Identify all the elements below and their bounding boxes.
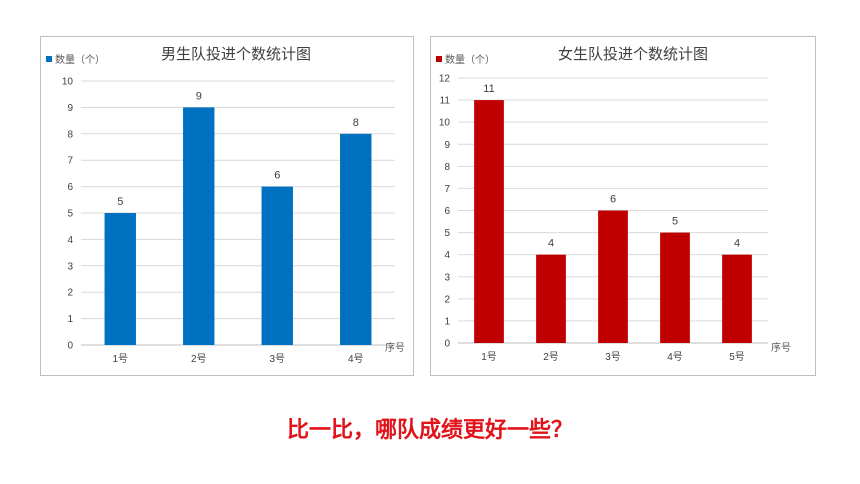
data-label: 4: [548, 238, 554, 250]
x-tick-label: 4号: [667, 351, 683, 363]
x-axis-label: 序号: [771, 341, 791, 354]
y-tick-label: 8: [444, 162, 450, 173]
y-tick-label: 9: [67, 103, 73, 114]
y-tick-label: 9: [444, 140, 450, 151]
y-tick-label: 1: [444, 316, 450, 327]
y-tick-label: 6: [444, 206, 450, 217]
legend-swatch: [46, 56, 52, 62]
y-tick-label: 7: [67, 156, 73, 167]
x-tick-label: 2号: [191, 353, 207, 365]
y-tick-label: 3: [67, 261, 73, 272]
data-label: 11: [483, 83, 494, 95]
y-tick-label: 5: [67, 209, 73, 220]
legend-swatch: [436, 56, 442, 62]
bar-4号: [660, 232, 690, 343]
data-label: 5: [672, 216, 678, 228]
y-tick-label: 0: [444, 339, 450, 350]
data-label: 8: [353, 117, 359, 129]
y-tick-label: 2: [67, 288, 73, 299]
y-tick-label: 12: [439, 74, 451, 85]
y-tick-label: 4: [444, 250, 450, 261]
bar-2号: [536, 254, 566, 343]
x-tick-label: 2号: [543, 351, 559, 363]
y-tick-label: 10: [62, 77, 74, 88]
y-tick-label: 10: [439, 118, 451, 129]
y-tick-label: 0: [67, 341, 73, 352]
x-tick-label: 5号: [729, 351, 745, 363]
bar-3号: [598, 210, 628, 343]
legend-label: 数量（个）: [445, 53, 495, 66]
y-tick-label: 11: [440, 96, 451, 107]
y-tick-label: 4: [67, 235, 73, 246]
bar-3号: [261, 186, 293, 345]
legend-label: 数量（个）: [55, 53, 105, 66]
x-tick-label: 3号: [269, 353, 285, 365]
boys-bar-chart: 男生队投进个数统计图 数量（个） 0 1 2 3 4 5 6 7 8 9 10 5 1号 9 2号 6 3号 8 4号 序…: [46, 45, 405, 365]
x-tick-label: 4号: [348, 353, 364, 365]
comparison-question: 比一比，哪队成绩更好一些？: [286, 418, 573, 443]
bar-1号: [474, 100, 504, 343]
y-tick-label: 2: [444, 294, 450, 305]
data-label: 6: [610, 194, 616, 206]
bar-5号: [722, 254, 752, 343]
y-tick-label: 5: [444, 228, 450, 239]
y-tick-label: 7: [444, 184, 450, 195]
data-label: 9: [196, 90, 202, 102]
bar-2号: [183, 107, 215, 346]
x-axis-label: 序号: [385, 341, 405, 354]
data-label: 4: [734, 238, 740, 250]
girls-bar-chart: 女生队投进个数统计图数量（个）0123456789101112111号42号63…: [436, 45, 791, 363]
bar-4号: [340, 133, 372, 345]
y-tick-label: 8: [67, 129, 73, 140]
bar-1号: [104, 213, 136, 345]
chart-title: 女生队投进个数统计图: [558, 45, 708, 63]
girls-chart-panel: 女生队投进个数统计图 数量（个） 0 1 2 3 4 5 6 7 8 9 10 11 12 11 1号 4 2号 6 3…: [430, 36, 816, 376]
data-label: 6: [274, 170, 280, 182]
y-tick-label: 6: [67, 182, 73, 193]
chart-title: 男生队投进个数统计图: [161, 45, 311, 63]
x-tick-label: 3号: [605, 351, 621, 363]
data-label: 5: [117, 196, 123, 208]
y-tick-label: 1: [67, 314, 73, 325]
boys-chart-panel: 男生队投进个数统计图 数量（个） 0 1 2 3 4 5 6 7 8 9 10 5 1号 9 2号 6 3号 8 4号 序…: [40, 36, 414, 376]
x-tick-label: 1号: [112, 353, 128, 365]
y-tick-label: 3: [444, 272, 450, 283]
x-tick-label: 1号: [481, 351, 497, 363]
